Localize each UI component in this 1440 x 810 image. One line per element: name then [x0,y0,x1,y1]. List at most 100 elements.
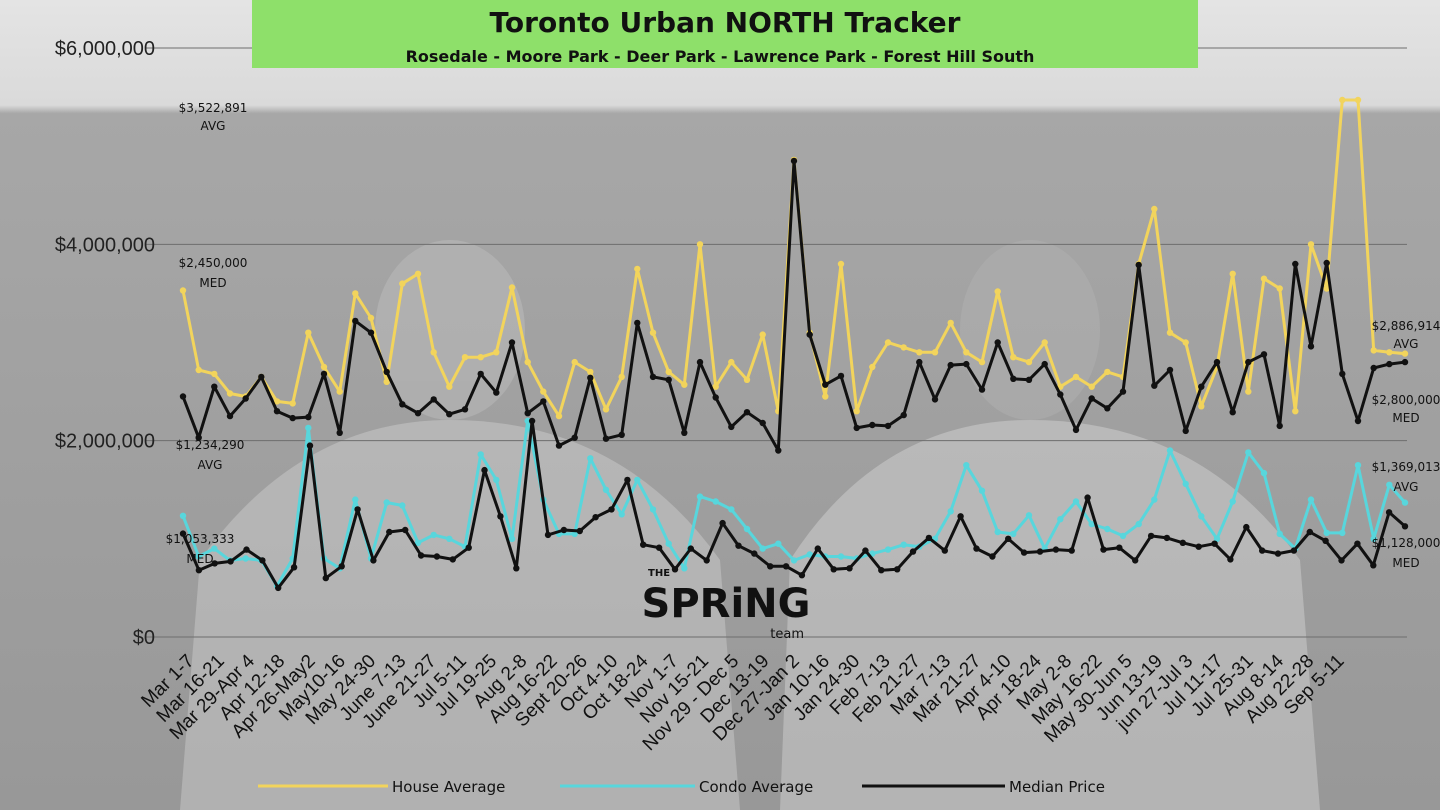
data-point [925,534,933,542]
data-point [513,565,520,572]
data-point [790,557,798,564]
data-point [338,563,345,570]
data-point [978,487,986,494]
annotation-value: $1,128,000 [1372,536,1440,550]
data-point [900,344,907,351]
data-point [1166,447,1174,454]
data-point [592,514,599,521]
data-point [508,284,516,291]
data-point [1072,498,1080,505]
data-point [963,360,970,368]
data-point [1339,529,1346,537]
data-point [179,530,187,537]
data-point [869,421,876,429]
data-point [916,358,923,366]
data-point [1401,523,1409,530]
data-point [402,526,409,534]
data-point [352,496,359,503]
data-point [477,370,484,378]
data-point [446,383,453,390]
data-point [822,393,829,400]
data-point [1401,350,1409,357]
data-point [195,567,203,574]
data-point [900,541,907,548]
data-point [1025,358,1033,366]
data-point [790,157,798,165]
annotation-label: AVG [1394,480,1419,494]
data-point [289,400,296,407]
data-point [508,535,516,542]
data-point [1259,547,1266,554]
data-point [1386,360,1393,368]
data-point [1088,395,1095,402]
data-point [696,493,704,500]
data-point [602,435,610,442]
data-point [1182,427,1189,435]
data-point [1104,405,1111,412]
data-point [649,329,657,336]
data-point [1370,347,1377,354]
data-point [1339,96,1346,104]
data-point [751,550,758,557]
data-point [1068,547,1075,554]
data-point [497,513,504,520]
data-point [322,574,329,582]
data-point [1276,422,1283,430]
data-point [1276,530,1283,538]
data-point [1229,409,1236,416]
data-point [1025,512,1033,519]
data-point [1306,528,1314,536]
data-point [681,429,688,436]
data-point [634,476,641,484]
data-point [957,513,964,520]
data-point [1147,532,1155,540]
data-point [320,370,328,378]
data-point [681,565,688,572]
data-point [696,358,704,366]
data-point [862,547,869,554]
data-point [1088,383,1095,390]
data-point [430,349,437,356]
data-point [446,411,453,418]
data-point [1119,388,1127,395]
data-point [1132,557,1139,564]
data-point [1010,375,1017,382]
data-point [728,358,735,366]
data-point [414,539,422,546]
data-point [289,414,296,422]
data-point [1057,391,1064,398]
data-point [1020,549,1028,556]
data-point [900,411,907,419]
data-point [1290,547,1298,554]
data-point [336,429,343,436]
data-point [1292,408,1299,415]
data-point [665,376,672,383]
svg-text:SPRiNG: SPRiNG [642,581,811,627]
data-point [798,572,806,579]
data-point [963,349,970,356]
data-point [931,396,939,403]
data-point [524,410,531,417]
data-point [869,363,876,371]
annotation-value: $1,234,290 [176,438,245,452]
data-point [1135,261,1142,269]
annotation-label: AVG [198,458,223,472]
data-point [806,331,813,338]
data-point [1010,354,1017,361]
annotation-value: $1,369,013 [1372,460,1440,474]
data-point [430,396,437,403]
data-point [481,466,488,474]
data-point [414,270,422,277]
svg-text:team: team [770,627,804,642]
data-point [430,531,437,539]
data-point [775,447,782,454]
data-point [884,422,892,430]
data-point [1260,469,1268,477]
data-point [728,423,735,431]
data-point [211,383,218,390]
data-point [211,370,218,378]
data-point [258,373,265,381]
data-point [306,442,314,449]
data-point [608,506,615,513]
data-point [273,398,281,405]
